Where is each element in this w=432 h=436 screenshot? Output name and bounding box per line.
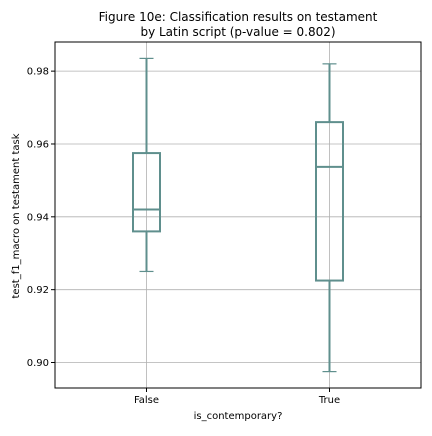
y-tick-label-3: 0.96 (27, 139, 49, 150)
chart-title-line-1: Figure 10e: Classification results on te… (99, 10, 378, 24)
chart-title-line-2: by Latin script (p-value = 0.802) (140, 25, 335, 39)
x-axis-label: is_contemporary? (194, 411, 283, 422)
y-tick-label-1: 0.92 (27, 285, 49, 296)
box-false (132, 57, 161, 273)
iqr-box (132, 152, 161, 233)
y-tick-label-2: 0.94 (27, 212, 49, 223)
boxes (132, 57, 344, 373)
x-tick-label-0: False (134, 395, 159, 406)
x-tick-label-1: True (318, 395, 340, 406)
y-axis-label: test_f1_macro on testament task (11, 133, 22, 298)
plot-frame (54, 41, 422, 389)
box-true (315, 63, 344, 373)
iqr-box (315, 121, 344, 282)
axes: 0.90 0.92 0.94 0.96 0.98 False True (27, 41, 422, 406)
y-tick-label-4: 0.98 (27, 67, 49, 78)
grid-lines (55, 42, 421, 388)
y-tick-label-0: 0.90 (27, 358, 49, 369)
